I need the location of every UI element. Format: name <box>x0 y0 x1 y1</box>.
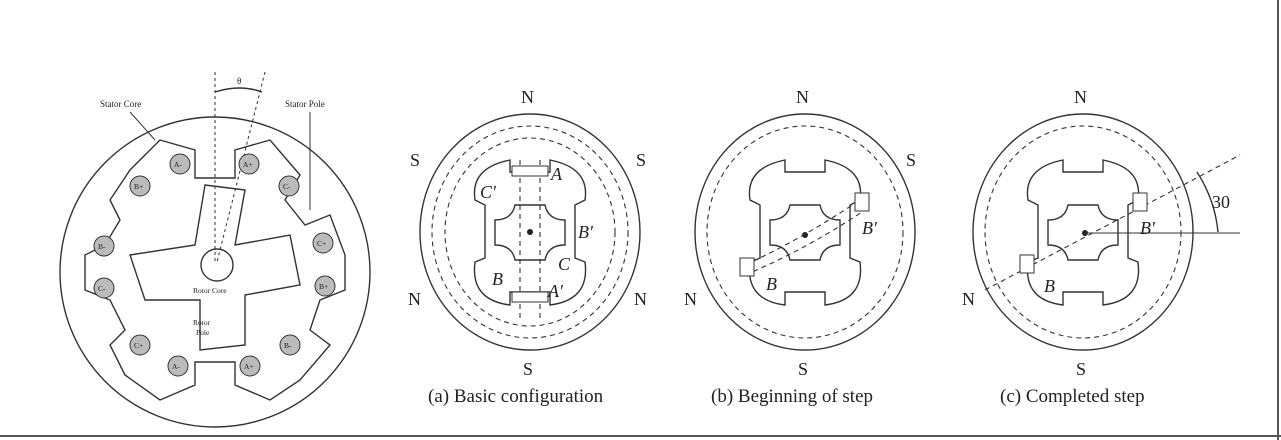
panel-b-flux-path-1 <box>744 199 861 266</box>
panel-a-stator-inner <box>473 159 587 306</box>
panel-c-rotor <box>1047 204 1119 261</box>
panel-b-label-b: B <box>766 274 777 294</box>
theta-arc <box>214 87 263 93</box>
winding-b-minus-left: B- <box>93 235 115 257</box>
panel-b-flux-outer <box>706 125 904 339</box>
winding-c-plus-right: C+ <box>312 232 334 254</box>
svg-text:A+: A+ <box>244 362 254 371</box>
panel-b-north-top: N <box>796 87 809 107</box>
panel-a-label-b: B <box>492 269 503 289</box>
panel-c-coil-b <box>1019 254 1035 274</box>
winding-b-plus-right: B+ <box>314 275 336 297</box>
rotor-core-label: Rotor Core <box>193 286 227 295</box>
svg-text:C+: C+ <box>134 341 143 350</box>
panel-b: N S N S B B′ (b) Beginning of step <box>684 87 916 407</box>
panel-b-label-b-prime: B′ <box>862 218 878 238</box>
panel-c: N N S B B′ 30 (c) Completed step <box>962 87 1241 407</box>
winding-b-minus-right: B- <box>279 334 301 356</box>
panel-c-coil-b-prime <box>1132 192 1148 212</box>
panel-a-label-a-prime: A′ <box>547 281 564 301</box>
panel-b-rotor <box>769 204 841 261</box>
panel-c-label-b-prime: B′ <box>1140 218 1156 238</box>
winding-c-minus-top: C- <box>278 175 300 197</box>
winding-a-minus-bottom: A- <box>167 355 189 377</box>
svg-text:B+: B+ <box>319 282 328 291</box>
svg-text:C+: C+ <box>317 239 326 248</box>
panel-a-stator-outer <box>419 113 641 351</box>
panel-a-south-right: S <box>636 150 646 170</box>
panel-b-south-right: S <box>906 150 916 170</box>
panel-b-north-left: N <box>684 289 697 309</box>
rotor-pole-label-1: Rotor <box>193 318 211 327</box>
panel-a-shaft <box>527 229 533 235</box>
panel-b-caption: (b) Beginning of step <box>711 386 873 407</box>
panel-c-stator-outer <box>972 113 1194 351</box>
panel-b-stator-inner <box>748 159 862 306</box>
panel-a-label-c-prime: C′ <box>480 182 497 202</box>
panel-c-north-top: N <box>1074 87 1087 107</box>
theta-label: θ <box>237 76 241 86</box>
panel-a-north-right: N <box>634 289 647 309</box>
panel-a: N S S N N S A A′ C′ B′ B C (a) Basic con… <box>408 87 647 407</box>
svg-text:B-: B- <box>98 242 106 251</box>
panel-c-label-b: B <box>1044 276 1055 296</box>
panel-a-label-a: A <box>550 164 563 184</box>
svg-text:B-: B- <box>284 341 292 350</box>
panel-c-south-bottom: S <box>1076 359 1086 379</box>
rotor-pole-label-2: Pole <box>196 328 210 337</box>
stator-pole-label: Stator Pole <box>285 99 325 109</box>
panel-a-north-left: N <box>408 289 421 309</box>
panel-a-south-left: S <box>410 150 420 170</box>
panel-a-rotor <box>494 204 566 261</box>
panel-b-flux-path-2 <box>744 209 866 276</box>
winding-b-plus-left: B+ <box>129 175 151 197</box>
panel-c-angle-label: 30 <box>1212 192 1230 212</box>
rotor-shaft <box>200 248 234 282</box>
svg-text:C-: C- <box>98 284 106 293</box>
winding-a-plus-top: A+ <box>238 153 260 175</box>
motor-cross-section: θ Stator Core Stator Pole Rotor Core Rot… <box>59 71 371 428</box>
panel-c-flux-outer <box>984 125 1182 339</box>
winding-a-minus-top: A- <box>169 153 191 175</box>
stator-core-leader <box>129 111 156 141</box>
panel-a-north-top: N <box>521 87 534 107</box>
panel-b-coil-b <box>739 257 755 277</box>
panel-c-angle-arc <box>1196 171 1219 233</box>
winding-a-plus-bottom: A+ <box>239 355 261 377</box>
panel-a-coil-a-prime <box>511 291 549 303</box>
stator-core-label: Stator Core <box>100 99 141 109</box>
panel-a-flux-inner <box>444 137 616 327</box>
panel-b-shaft <box>802 232 808 238</box>
panel-a-flux-outer <box>431 125 629 339</box>
panel-b-coil-b-prime <box>854 192 870 212</box>
winding-c-minus-left: C- <box>93 277 115 299</box>
svg-text:C-: C- <box>283 182 291 191</box>
panel-b-stator-outer <box>694 113 916 351</box>
panel-a-label-b-prime: B′ <box>578 222 594 242</box>
panel-a-caption: (a) Basic configuration <box>428 386 604 407</box>
panel-a-coil-a <box>511 165 549 177</box>
panel-c-north-left: N <box>962 289 975 309</box>
svg-text:A-: A- <box>174 160 182 169</box>
stator-inner-outline <box>84 139 346 401</box>
svg-text:A-: A- <box>172 362 180 371</box>
svg-text:B+: B+ <box>134 182 143 191</box>
panel-c-caption: (c) Completed step <box>1000 386 1145 407</box>
panel-b-south-bottom: S <box>798 359 808 379</box>
winding-c-plus-left: C+ <box>129 334 151 356</box>
svg-text:A+: A+ <box>243 160 253 169</box>
rotor-body <box>129 184 301 351</box>
panel-c-stator-inner <box>1026 159 1140 306</box>
panel-a-south-bottom: S <box>523 359 533 379</box>
panel-a-label-c: C <box>558 254 571 274</box>
